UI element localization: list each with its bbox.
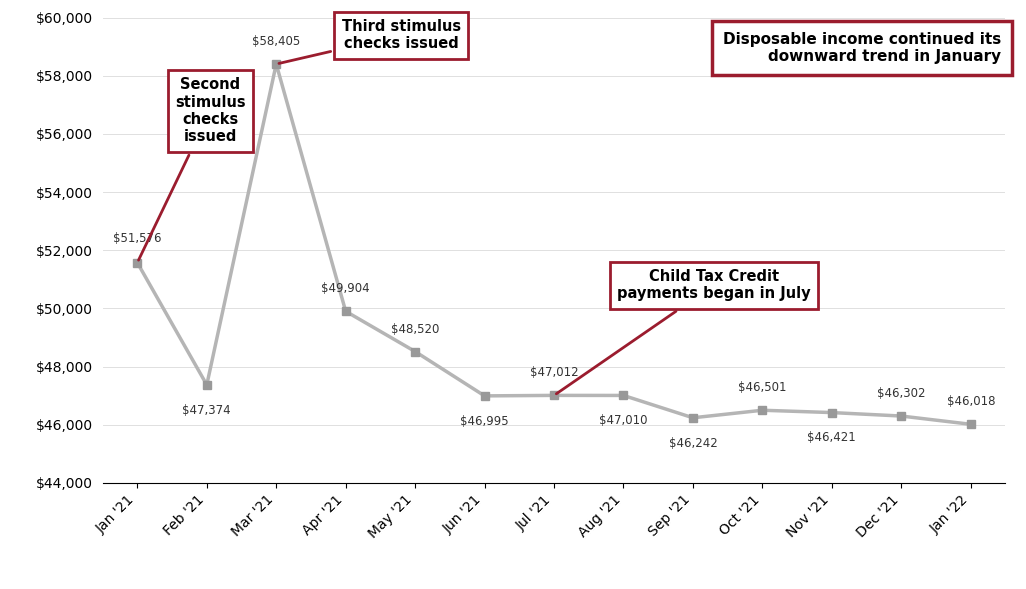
Text: $46,242: $46,242 <box>669 436 717 449</box>
Text: $46,995: $46,995 <box>461 415 509 428</box>
Text: Third stimulus
checks issued: Third stimulus checks issued <box>279 19 461 64</box>
Text: $46,421: $46,421 <box>807 432 857 445</box>
Text: Disposable income continued its
downward trend in January: Disposable income continued its downward… <box>722 32 1001 64</box>
Text: Second
stimulus
checks
issued: Second stimulus checks issued <box>139 77 245 260</box>
Text: $47,374: $47,374 <box>183 404 231 417</box>
Text: $49,904: $49,904 <box>321 282 370 295</box>
Text: $51,576: $51,576 <box>113 232 161 245</box>
Text: $46,302: $46,302 <box>877 387 925 400</box>
Text: $58,405: $58,405 <box>252 35 301 48</box>
Text: $46,501: $46,501 <box>738 381 787 394</box>
Text: Child Tax Credit
payments began in July: Child Tax Credit payments began in July <box>556 269 811 394</box>
Text: $48,520: $48,520 <box>391 323 439 336</box>
Text: $47,010: $47,010 <box>599 414 647 428</box>
Text: $47,012: $47,012 <box>529 366 579 379</box>
Text: $46,018: $46,018 <box>947 395 995 408</box>
